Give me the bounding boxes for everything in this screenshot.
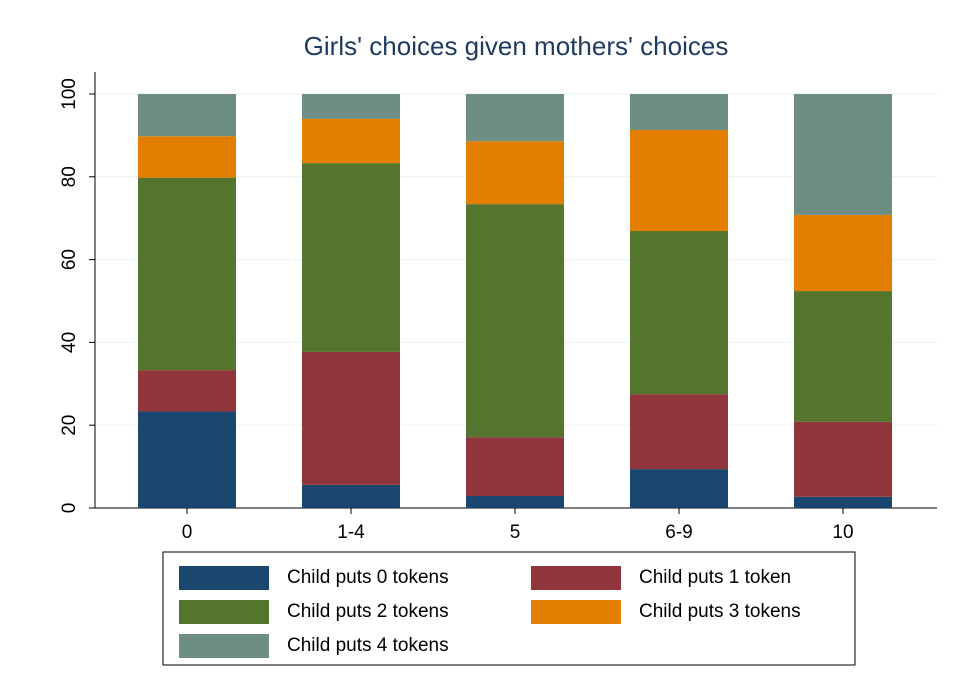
y-tick-label: 40 [59, 332, 80, 353]
legend-label: Child puts 2 tokens [287, 601, 449, 622]
legend-swatch [179, 566, 269, 590]
bar-segment [466, 437, 564, 496]
bar-segment [794, 496, 892, 508]
bar-segment [138, 370, 236, 412]
bar-segment [466, 495, 564, 508]
bar-segment [630, 469, 728, 508]
bar-segment [302, 163, 400, 352]
x-tick-label: 6-9 [665, 522, 692, 543]
bar-segment [138, 411, 236, 508]
bar-segment [302, 94, 400, 119]
bar-segment [794, 214, 892, 292]
legend-box [162, 551, 856, 666]
bar-segment [466, 204, 564, 438]
bar-segment [794, 291, 892, 422]
legend-label: Child puts 1 token [639, 567, 791, 588]
legend-swatch [531, 566, 621, 590]
y-tick-label: 20 [59, 415, 80, 436]
bar-segment [630, 231, 728, 395]
bar-segment [302, 351, 400, 485]
x-tick-label: 10 [832, 522, 853, 543]
legend-label: Child puts 3 tokens [639, 601, 801, 622]
bar-segment [138, 177, 236, 371]
bar-segment [630, 394, 728, 470]
legend-swatch [531, 600, 621, 624]
bar-segment [630, 130, 728, 232]
bar-segment [466, 141, 564, 205]
x-tick-label: 0 [182, 522, 193, 543]
x-tick-label: 1-4 [337, 522, 365, 543]
bar-segment [138, 136, 236, 178]
bar-segment [466, 94, 564, 142]
bar-segment [794, 94, 892, 215]
y-tick-label: 100 [59, 78, 80, 110]
bar-segment [302, 118, 400, 164]
legend-swatch [179, 600, 269, 624]
chart-title: Girls' choices given mothers' choices [304, 31, 729, 61]
bar-segment [302, 484, 400, 508]
x-tick-label: 5 [510, 522, 521, 543]
bar-segment [794, 421, 892, 497]
bar-segment [630, 94, 728, 131]
y-tick-label: 60 [59, 249, 80, 270]
legend-label: Child puts 4 tokens [287, 635, 449, 656]
y-tick-label: 0 [59, 503, 80, 514]
legend-swatch [179, 634, 269, 658]
bar-segment [138, 94, 236, 137]
legend-label: Child puts 0 tokens [287, 567, 449, 588]
y-tick-label: 80 [59, 166, 80, 187]
